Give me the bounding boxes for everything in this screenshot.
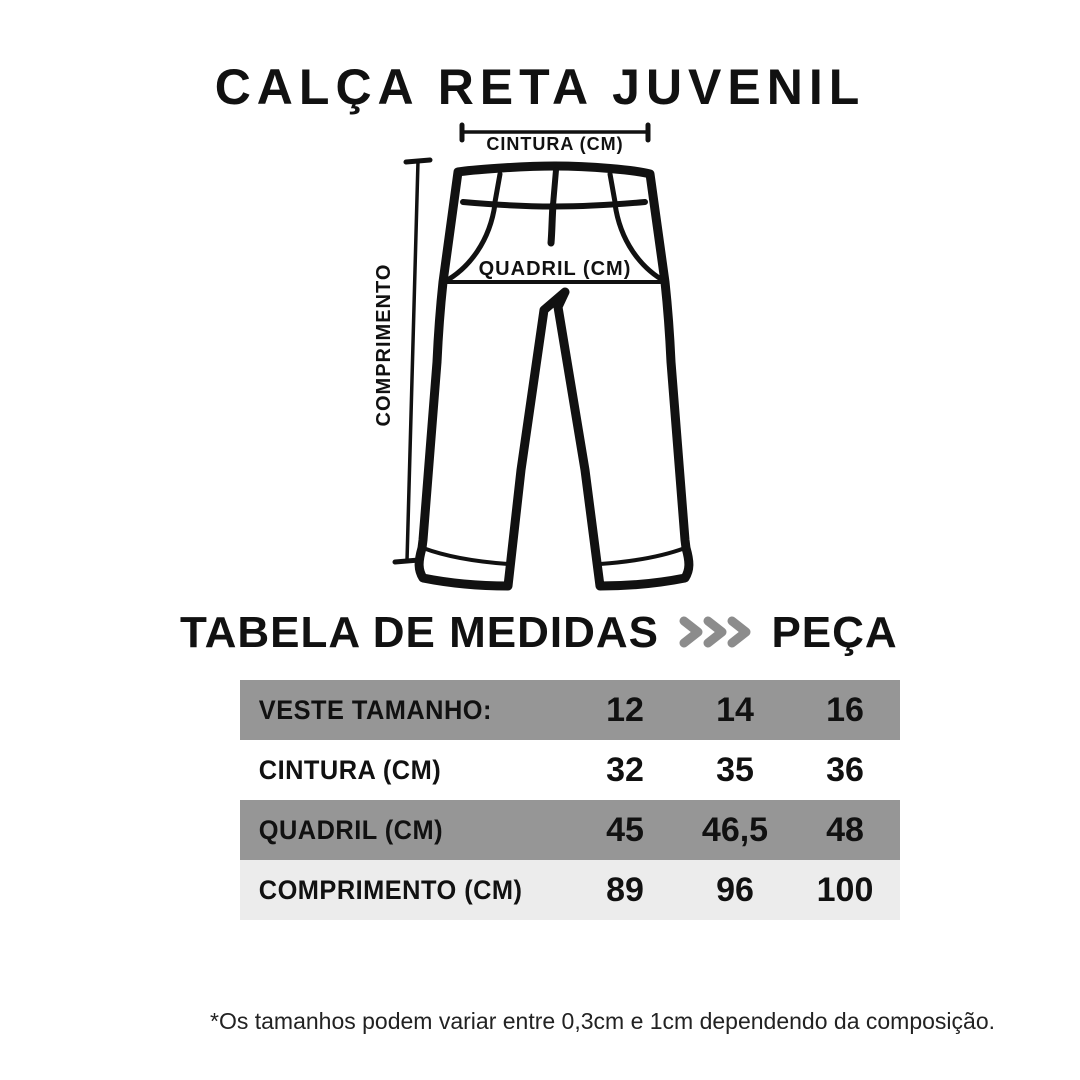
svg-text:QUADRIL (CM): QUADRIL (CM): [479, 258, 632, 280]
svg-text:CINTURA (CM): CINTURA (CM): [486, 134, 623, 154]
svg-text:COMPRIMENTO: COMPRIMENTO: [373, 264, 395, 427]
